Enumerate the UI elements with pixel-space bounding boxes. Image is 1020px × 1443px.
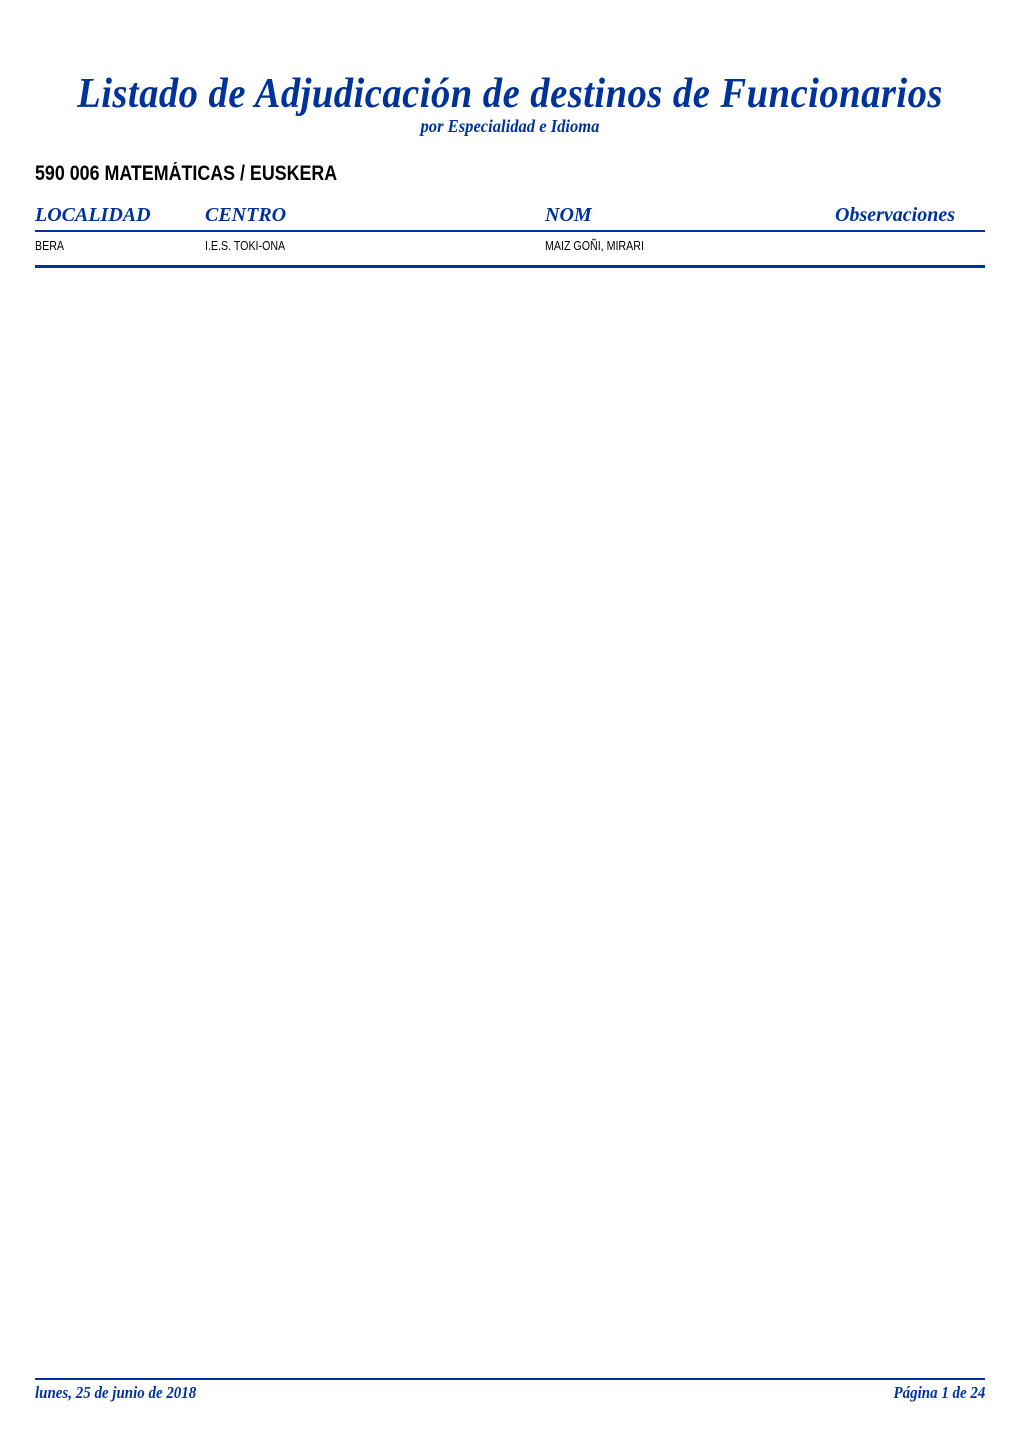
cell-localidad: BERA <box>35 238 174 253</box>
cell-observaciones <box>805 238 953 253</box>
cell-nom: MAIZ GOÑI, MIRARI <box>545 238 758 253</box>
cell-centro: I.E.S. TOKI-ONA <box>205 238 484 253</box>
column-header-centro: CENTRO <box>205 204 545 227</box>
table-header-row: LOCALIDAD CENTRO NOM Observaciones <box>35 204 985 232</box>
data-table: LOCALIDAD CENTRO NOM Observaciones BERA … <box>35 204 985 268</box>
main-title: Listado de Adjudicación de destinos de F… <box>73 70 947 118</box>
footer-date: lunes, 25 de junio de 2018 <box>35 1383 196 1403</box>
column-header-localidad: LOCALIDAD <box>35 204 205 227</box>
column-header-observaciones: Observaciones <box>805 204 985 227</box>
column-header-nom: NOM <box>545 204 805 227</box>
table-row: BERA I.E.S. TOKI-ONA MAIZ GOÑI, MIRARI <box>35 232 985 268</box>
page-footer: lunes, 25 de junio de 2018 Página 1 de 2… <box>35 1378 985 1403</box>
document-header: Listado de Adjudicación de destinos de F… <box>35 70 985 137</box>
subtitle: por Especialidad e Idioma <box>73 116 947 137</box>
section-header: 590 006 MATEMÁTICAS / EUSKERA <box>35 162 843 186</box>
footer-page-number: Página 1 de 24 <box>893 1383 985 1403</box>
